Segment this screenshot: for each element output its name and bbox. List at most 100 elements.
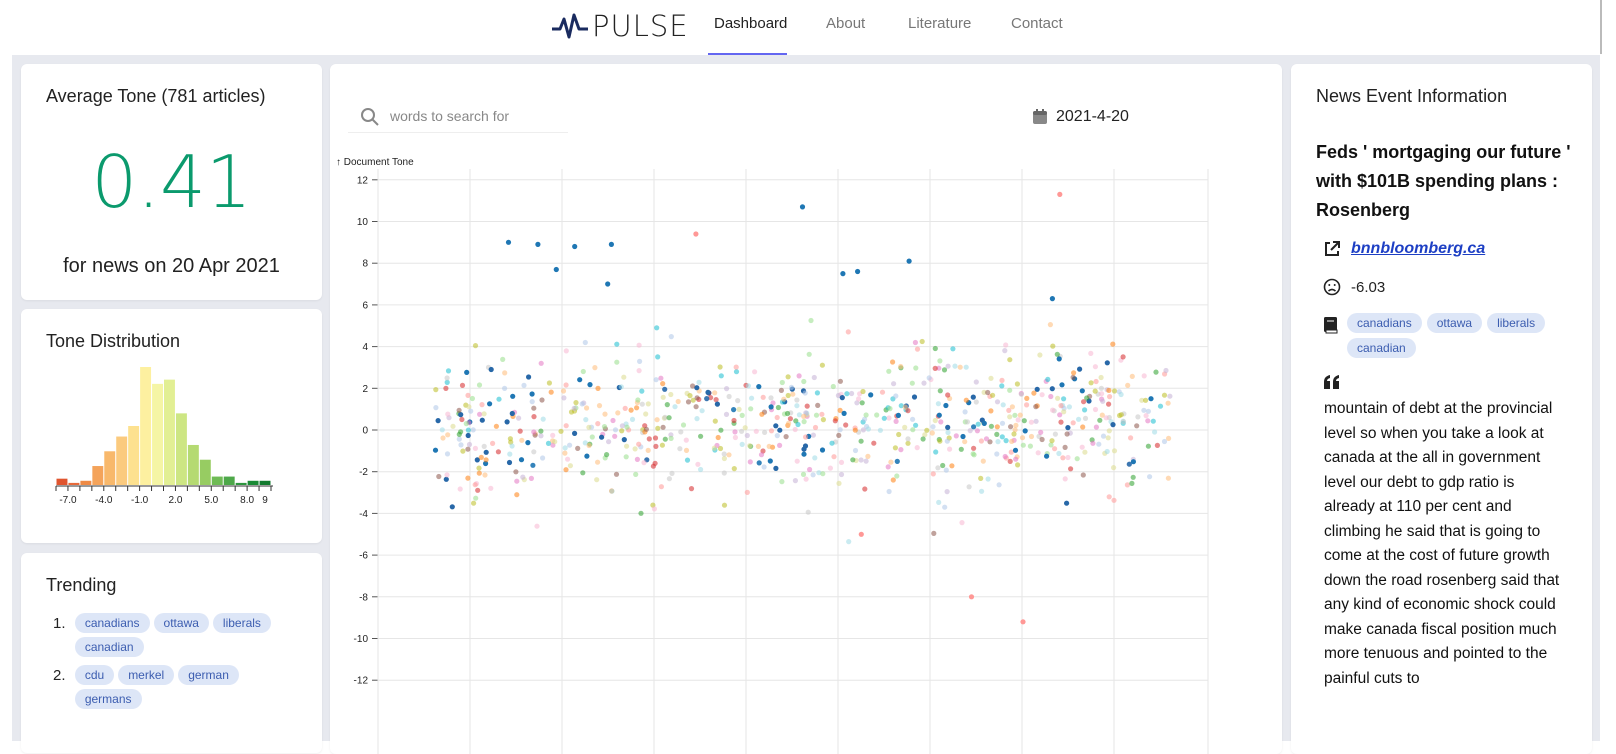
scatter-point[interactable] [805, 509, 811, 515]
scatter-point[interactable] [940, 462, 946, 469]
scatter-point[interactable] [1104, 448, 1110, 455]
scatter-point[interactable] [550, 432, 556, 438]
scatter-point[interactable] [1128, 435, 1134, 441]
scatter-point[interactable] [966, 484, 972, 490]
scatter-point[interactable] [898, 363, 904, 370]
scatter-point[interactable] [1059, 382, 1065, 388]
scatter-point[interactable] [683, 437, 689, 443]
scatter-point[interactable] [721, 502, 728, 508]
scatter-point[interactable] [1130, 459, 1136, 465]
scatter-point[interactable] [1092, 388, 1098, 394]
scatter-point[interactable] [476, 465, 482, 471]
scatter-point[interactable] [623, 454, 629, 460]
scatter-point[interactable] [502, 385, 508, 391]
scatter-point[interactable] [680, 422, 687, 428]
scatter-point[interactable] [658, 484, 664, 490]
scatter-point[interactable] [1060, 455, 1066, 461]
scatter-point[interactable] [530, 462, 536, 468]
scatter-point[interactable] [964, 419, 971, 425]
scatter-point[interactable] [856, 396, 862, 402]
scatter-point[interactable] [659, 442, 665, 448]
scatter-point[interactable] [561, 395, 567, 401]
scatter-point[interactable] [699, 408, 705, 414]
scatter-point[interactable] [937, 388, 943, 394]
scatter-point[interactable] [959, 520, 965, 526]
scatter-point[interactable] [573, 400, 579, 406]
scatter-point[interactable] [572, 243, 578, 250]
nav-literature[interactable]: Literature [908, 15, 972, 32]
scatter-point[interactable] [945, 363, 951, 369]
scatter-point[interactable] [945, 424, 951, 430]
scatter-point[interactable] [619, 428, 625, 434]
scatter-point[interactable] [678, 429, 684, 435]
scatter-point[interactable] [1052, 431, 1058, 437]
scatter-point[interactable] [945, 392, 951, 398]
scatter-point[interactable] [638, 510, 644, 516]
scatter-point[interactable] [739, 412, 745, 418]
scatter-point[interactable] [820, 417, 826, 423]
scatter-point[interactable] [830, 383, 836, 390]
scatter-point[interactable] [837, 407, 843, 413]
trending-item[interactable]: 2. cdu merkel german germans [53, 665, 303, 709]
scatter-point[interactable] [653, 443, 659, 449]
scatter-point[interactable] [1031, 390, 1037, 396]
scatter-point[interactable] [860, 427, 867, 433]
scatter-point[interactable] [770, 400, 776, 406]
scatter-point[interactable] [1058, 419, 1064, 425]
scatter-point[interactable] [500, 356, 506, 362]
scatter-point[interactable] [475, 487, 481, 493]
scatter-point[interactable] [953, 433, 959, 439]
scatter-point[interactable] [973, 399, 979, 405]
scatter-point[interactable] [608, 241, 614, 247]
scatter-point[interactable] [1003, 438, 1009, 444]
search-input[interactable] [388, 107, 567, 125]
scatter-point[interactable] [886, 488, 892, 495]
scatter-point[interactable] [987, 439, 993, 445]
scatter-point[interactable] [668, 391, 674, 398]
news-tag[interactable]: liberals [1487, 313, 1546, 333]
scatter-point[interactable] [586, 424, 592, 430]
scatter-point[interactable] [1147, 474, 1153, 480]
scatter-point[interactable] [731, 407, 737, 413]
scatter-point[interactable] [582, 339, 588, 346]
scatter-point[interactable] [1007, 458, 1013, 464]
scatter-point[interactable] [811, 374, 817, 381]
scatter-point[interactable] [445, 368, 452, 374]
scatter-point[interactable] [1000, 402, 1006, 408]
scatter-point[interactable] [881, 415, 887, 421]
scatter-point[interactable] [531, 429, 537, 435]
scatter-point[interactable] [832, 418, 838, 424]
scatter-point[interactable] [1039, 436, 1045, 443]
scatter-point[interactable] [433, 405, 439, 411]
scatter-point[interactable] [602, 411, 608, 417]
scatter-point[interactable] [1081, 399, 1087, 405]
scatter-point[interactable] [891, 381, 897, 387]
news-tag[interactable]: canadians [1347, 313, 1422, 333]
scatter-point[interactable] [971, 424, 977, 430]
scatter-point[interactable] [967, 428, 973, 434]
scatter-point[interactable] [862, 416, 868, 422]
scatter-point[interactable] [808, 317, 814, 324]
scatter-point[interactable] [885, 464, 891, 470]
scatter-point[interactable] [1013, 422, 1019, 428]
scatter-point[interactable] [1165, 400, 1171, 406]
scatter-point[interactable] [1098, 374, 1104, 381]
scatter-point[interactable] [458, 429, 464, 435]
scatter-point[interactable] [662, 386, 668, 392]
scatter-point[interactable] [937, 358, 943, 364]
scatter-point[interactable] [1028, 433, 1035, 440]
scatter-point[interactable] [874, 412, 880, 418]
scatter-point[interactable] [990, 392, 996, 398]
scatter-point[interactable] [628, 407, 634, 413]
scatter-point[interactable] [538, 428, 544, 434]
scatter-point[interactable] [1110, 341, 1116, 347]
scatter-point[interactable] [444, 451, 451, 457]
scatter-point[interactable] [540, 416, 546, 422]
scatter-point[interactable] [932, 417, 938, 424]
scatter-point[interactable] [854, 400, 860, 406]
scatter-point[interactable] [910, 427, 916, 433]
scatter-point[interactable] [1038, 429, 1044, 435]
scatter-point[interactable] [1007, 357, 1013, 363]
scatter-point[interactable] [840, 271, 846, 277]
scatter-point[interactable] [858, 531, 864, 537]
